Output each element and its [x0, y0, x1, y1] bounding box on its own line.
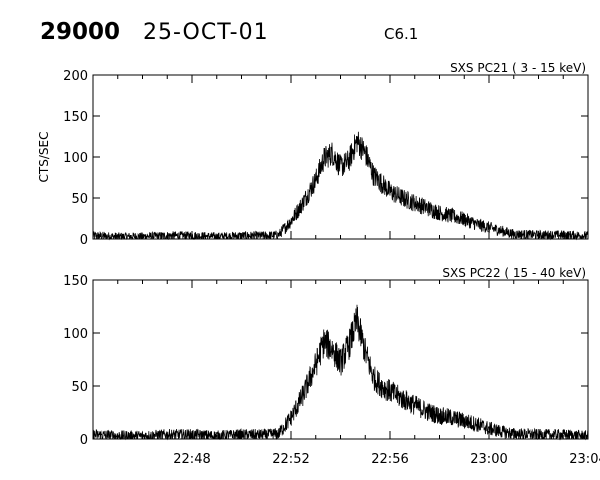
y-tick-label: 0 — [80, 233, 88, 248]
y-tick-label: 150 — [63, 110, 88, 125]
y-axis-title: CTS/SEC — [37, 132, 51, 183]
y-tick-label: 50 — [71, 380, 88, 395]
y-tick-label: 0 — [80, 433, 88, 448]
x-tick-label: 22:48 — [173, 452, 210, 467]
x-tick-label: 23:00 — [470, 452, 507, 467]
series-line — [92, 304, 589, 441]
y-tick-label: 150 — [63, 274, 88, 289]
y-tick-label: 100 — [63, 151, 88, 166]
y-tick-label: 100 — [63, 327, 88, 342]
event-number: 29000 — [40, 19, 120, 45]
panel-title: SXS PC21 ( 3 - 15 keV) — [450, 61, 586, 75]
panel-top: SXS PC21 ( 3 - 15 keV) 0 50 100 150 200 CTS/SE… — [37, 61, 589, 248]
y-tick-label: 50 — [71, 192, 88, 207]
series-line — [92, 131, 589, 241]
y-tick-label: 200 — [63, 69, 88, 84]
panel-bottom: SXS PC22 ( 15 - 40 keV) 0 50 100 150 22:48 22:… — [63, 266, 600, 467]
x-tick-label: 23:04 — [569, 452, 600, 467]
flare-class: C6.1 — [384, 25, 418, 43]
x-tick-label: 22:56 — [371, 452, 408, 467]
event-date: 25-OCT-01 — [143, 20, 269, 45]
x-tick-label: 22:52 — [272, 452, 309, 467]
panel-title: SXS PC22 ( 15 - 40 keV) — [442, 266, 586, 280]
